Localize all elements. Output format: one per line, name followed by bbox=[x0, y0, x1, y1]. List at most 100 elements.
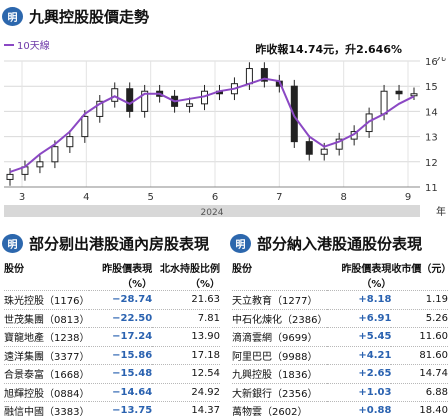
col-header-name: 股份 bbox=[4, 264, 24, 275]
value: 24.92 bbox=[152, 382, 220, 402]
price-change: +6.91 bbox=[327, 308, 392, 328]
price-change: −14.64 bbox=[89, 382, 153, 402]
stock-name: 天立教育（1277） bbox=[232, 290, 328, 309]
newspaper-logo-icon: 明 bbox=[230, 234, 251, 253]
candle-body bbox=[66, 136, 74, 148]
table-row: 珠光控股（1176） −28.74 21.63 bbox=[4, 290, 220, 309]
stock-name: 九興控股（1836） bbox=[232, 364, 328, 383]
y-tick-label: 11 bbox=[425, 183, 438, 194]
x-tick-label: 7 bbox=[276, 192, 282, 203]
candle-body bbox=[335, 138, 343, 150]
table-row: 合景泰富（1668） −15.48 12.54 bbox=[4, 364, 220, 383]
candle-body bbox=[96, 100, 104, 117]
y-tick-label: 16 bbox=[425, 57, 438, 68]
value: 13.90 bbox=[152, 327, 220, 346]
price-change: −15.48 bbox=[89, 364, 153, 383]
price-change: +5.45 bbox=[327, 327, 392, 346]
table-row: 旭輝控股（0884） −14.64 24.92 bbox=[4, 382, 220, 402]
value: 5.26 bbox=[391, 308, 448, 328]
candle-body bbox=[186, 103, 194, 107]
value: 21.63 bbox=[152, 290, 220, 309]
col-header-chg: 昨股價表現（%） bbox=[102, 264, 153, 290]
stock-name: 大新銀行（2356） bbox=[232, 382, 328, 402]
value: 11.60 bbox=[391, 327, 448, 346]
col-header-close: 收市價（元） bbox=[391, 264, 448, 275]
table-row: 天立教育（1277） +8.18 1.19 bbox=[232, 290, 448, 309]
price-change: −17.24 bbox=[89, 327, 153, 346]
y-tick-label: 14 bbox=[425, 107, 438, 118]
table-row: 阿里巴巴（9988） +4.21 81.60 bbox=[232, 345, 448, 365]
table-row: 大新銀行（2356） +1.03 6.88 bbox=[232, 382, 448, 402]
candle-body bbox=[380, 90, 388, 115]
chart-header: 明 九興控股股價走勢 bbox=[2, 6, 149, 27]
value: 6.88 bbox=[391, 382, 448, 402]
value: 1.19 bbox=[391, 290, 448, 309]
candle-body bbox=[395, 90, 403, 95]
table-row: 遠洋集團（3377） −15.86 17.18 bbox=[4, 345, 220, 365]
col-header-name: 股份 bbox=[232, 264, 252, 275]
moving-average-line bbox=[9, 77, 415, 173]
x-tick-label: 4 bbox=[83, 192, 89, 203]
x-tick-label: 9 bbox=[405, 192, 411, 203]
x-tick-label: 8 bbox=[340, 192, 346, 203]
candle-body bbox=[111, 88, 119, 102]
candle-body bbox=[245, 68, 253, 85]
price-change: +4.21 bbox=[327, 345, 392, 365]
value: 81.60 bbox=[391, 345, 448, 365]
right-section-title: 部分納入港股通股份表現 bbox=[257, 235, 423, 253]
candle-body bbox=[410, 93, 418, 97]
newspaper-logo-icon: 明 bbox=[2, 234, 23, 253]
right-table: 股份 昨股價表現（%） 收市價（元） 天立教育（1277） +8.18 1.19 中石… bbox=[232, 260, 448, 420]
y-tick-label: 15 bbox=[425, 82, 438, 93]
col-header-ratio: 北水持股比例（%） bbox=[160, 264, 220, 290]
stock-name: 珠光控股（1176） bbox=[4, 290, 90, 309]
left-section-title: 部分剔出港股通內房股表現 bbox=[29, 235, 210, 253]
year-band bbox=[4, 205, 420, 217]
y-unit-label: 元 bbox=[436, 57, 446, 63]
left-section-header: 明 部分剔出港股通內房股表現 bbox=[2, 233, 209, 254]
candle-body bbox=[260, 68, 268, 82]
stock-name: 滴滴雲網（9699） bbox=[232, 327, 328, 346]
legend-label: 10天線 bbox=[17, 41, 50, 52]
table-row: 中石化煉化（2386） +6.91 5.26 bbox=[232, 308, 448, 328]
stock-name: 旭輝控股（0884） bbox=[4, 382, 90, 402]
table-row: 世茂集團（0813） −22.50 7.81 bbox=[4, 308, 220, 328]
value: 7.81 bbox=[152, 308, 220, 328]
y-tick-label: 12 bbox=[425, 158, 438, 169]
chart-title: 九興控股股價走勢 bbox=[29, 8, 150, 26]
table-row: 滴滴雲網（9699） +5.45 11.60 bbox=[232, 327, 448, 346]
right-section-header: 明 部分納入港股通股份表現 bbox=[230, 233, 422, 254]
x-unit-label: 年 bbox=[436, 205, 446, 218]
chart-legend: 10天線 bbox=[4, 37, 50, 52]
price-change: −15.86 bbox=[89, 345, 153, 365]
close-price-note: 昨收報14.74元，升2.646% bbox=[255, 43, 402, 56]
table-row: 九興控股（1836） +2.65 14.74 bbox=[232, 364, 448, 383]
price-change: −22.50 bbox=[89, 308, 153, 328]
legend-line-swatch bbox=[4, 43, 14, 46]
left-table: 股份 昨股價表現（%） 北水持股比例（%） 珠光控股（1176） −28.74 21… bbox=[4, 260, 220, 420]
candle-body bbox=[305, 141, 313, 155]
value: 12.54 bbox=[152, 364, 220, 383]
candle-body bbox=[320, 148, 328, 155]
price-chart: 11 12 13 14 15 16 元 3 4 5 6 7 8 9 2024 年 bbox=[0, 52, 448, 219]
y-tick-label: 13 bbox=[425, 133, 438, 144]
x-tick-label: 6 bbox=[212, 192, 218, 203]
candle-body bbox=[81, 115, 89, 138]
table-row: 寶龍地產（1238） −17.24 13.90 bbox=[4, 327, 220, 346]
candle-body bbox=[36, 161, 44, 168]
candle-body bbox=[141, 90, 149, 112]
candle-body bbox=[51, 146, 59, 163]
year-label: 2024 bbox=[201, 208, 224, 218]
stock-name: 阿里巴巴（9988） bbox=[232, 345, 328, 365]
price-change: +2.65 bbox=[327, 364, 392, 383]
stock-name: 世茂集團（0813） bbox=[4, 308, 90, 328]
newspaper-logo-icon: 明 bbox=[2, 7, 23, 26]
col-header-chg: 昨股價表現（%） bbox=[341, 264, 392, 290]
value: 17.18 bbox=[152, 345, 220, 365]
stock-name: 中石化煉化（2386） bbox=[232, 308, 328, 328]
value: 14.74 bbox=[391, 364, 448, 383]
candle-body bbox=[126, 88, 134, 112]
x-tick-label: 5 bbox=[147, 192, 153, 203]
x-tick-label: 3 bbox=[19, 192, 25, 203]
price-change: +8.18 bbox=[327, 290, 392, 309]
